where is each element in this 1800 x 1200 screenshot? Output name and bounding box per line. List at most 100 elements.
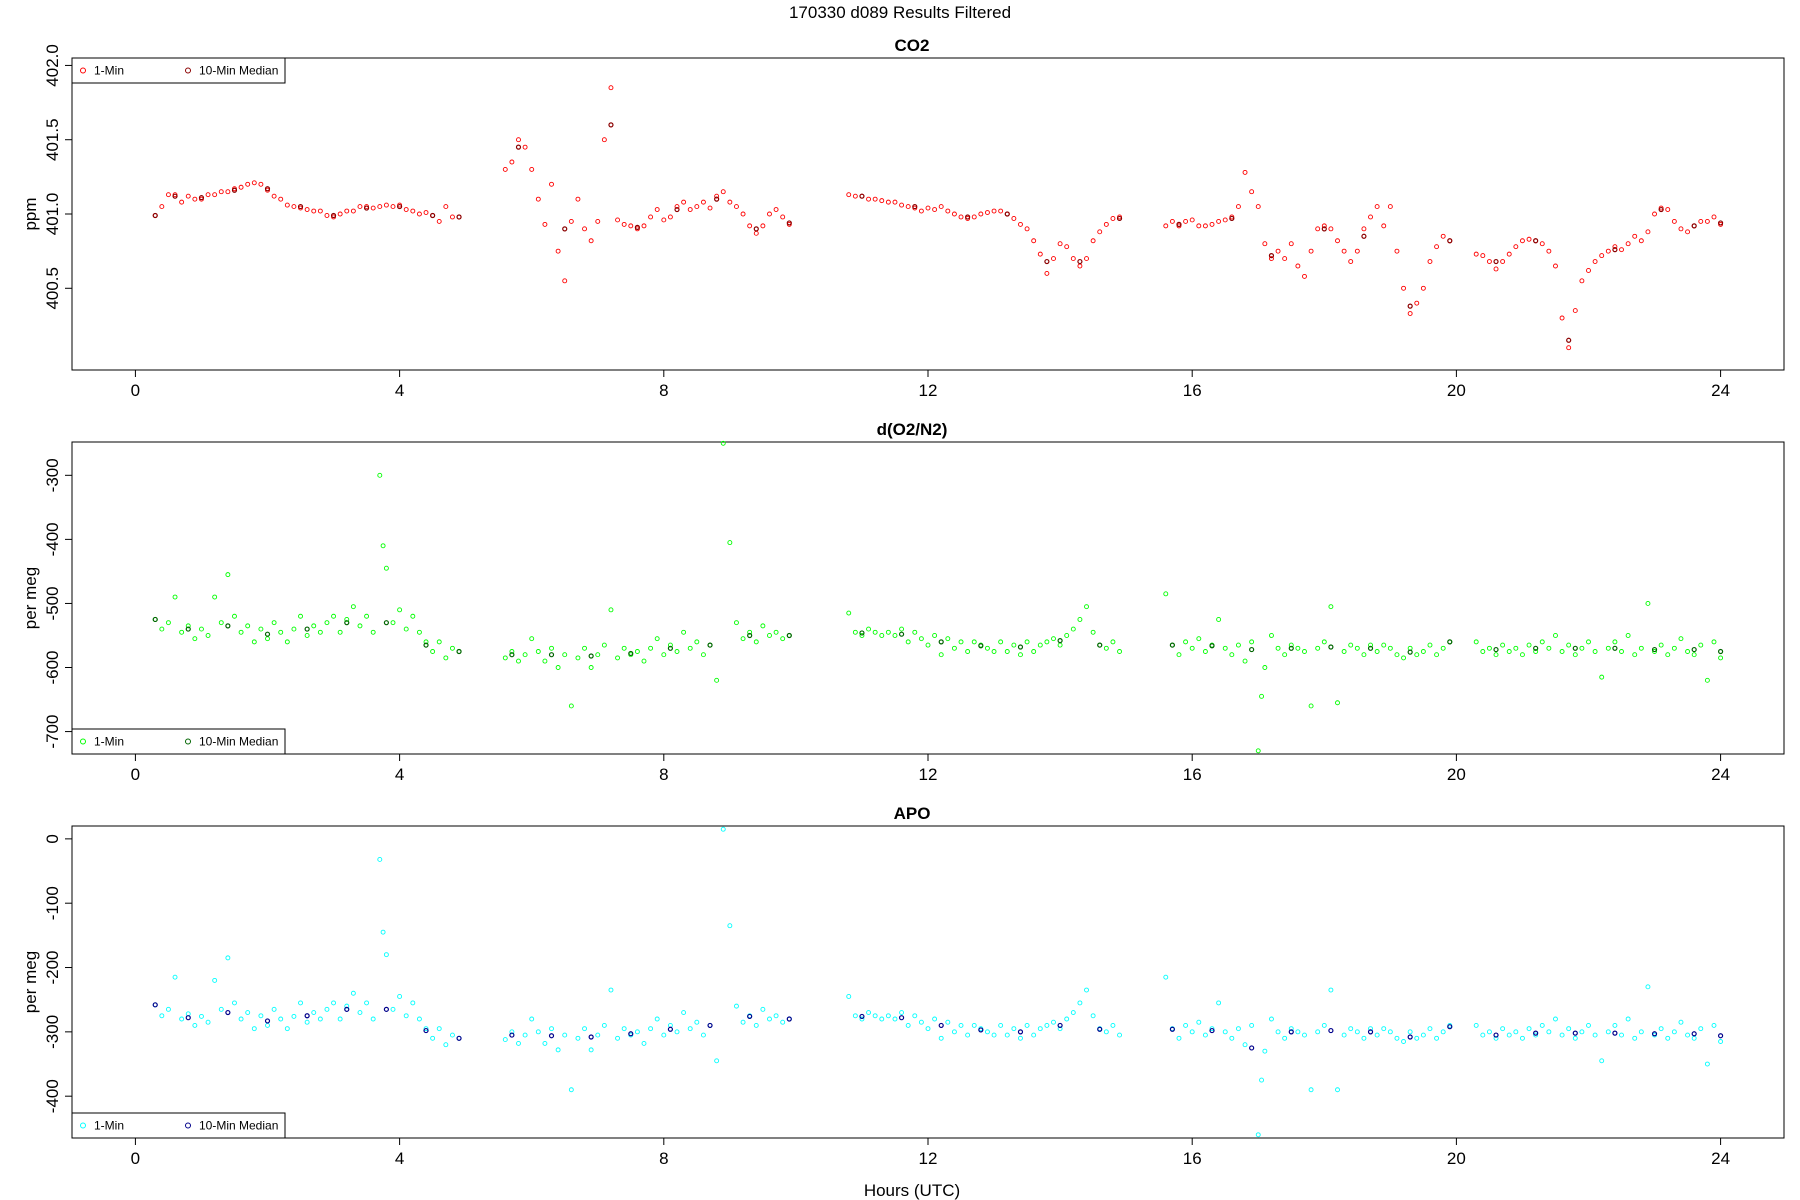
data-point-1min: [311, 1010, 317, 1016]
data-point-1min: [621, 645, 627, 651]
data-point-1min: [582, 1026, 587, 1032]
data-point-1min: [885, 1013, 891, 1019]
data-point-1min: [1394, 1035, 1400, 1041]
data-point-median: [1572, 645, 1578, 651]
data-point-1min: [344, 208, 350, 214]
x-tick-label: 8: [659, 765, 668, 784]
data-point-1min: [529, 1016, 535, 1022]
data-point-1min: [1427, 259, 1433, 264]
data-point-1min: [1057, 241, 1063, 247]
data-point-1min: [430, 1035, 436, 1041]
data-point-1min: [522, 652, 528, 658]
data-point-1min: [1183, 1022, 1189, 1028]
data-point-1min: [410, 613, 416, 619]
data-point-1min: [1414, 300, 1420, 306]
data-point-1min: [423, 210, 429, 215]
data-point-1min: [380, 543, 386, 549]
data-point-1min: [1407, 1029, 1413, 1035]
data-point-median: [1493, 258, 1499, 265]
data-point-1min: [1599, 253, 1605, 259]
data-point-1min: [1533, 649, 1539, 654]
data-point-median: [1407, 649, 1413, 655]
data-point-median: [1533, 1030, 1539, 1036]
data-point-1min: [324, 213, 330, 218]
data-point-1min: [1434, 244, 1440, 250]
data-point-1min: [1044, 1022, 1050, 1028]
data-point-1min: [661, 652, 667, 658]
y-axis-title: per meg: [21, 951, 40, 1013]
x-tick-label: 4: [395, 381, 404, 400]
data-point-median: [1533, 645, 1539, 651]
data-point-1min: [1566, 642, 1572, 648]
x-tick-label: 16: [1183, 381, 1202, 400]
data-point-1min: [516, 1040, 521, 1046]
data-point-1min: [1526, 642, 1532, 648]
data-point-1min: [535, 1029, 541, 1035]
data-point-1min: [621, 221, 627, 227]
data-point-1min: [767, 633, 772, 638]
data-point-1min: [767, 1016, 772, 1022]
data-point-median: [1229, 215, 1235, 222]
data-point-1min: [1559, 315, 1565, 321]
data-point-1min: [159, 204, 165, 210]
data-point-1min: [1387, 645, 1393, 651]
data-point-1min: [159, 1013, 165, 1019]
data-point-median: [152, 212, 158, 219]
data-point-1min: [1625, 1016, 1631, 1022]
data-point-median: [1407, 1034, 1413, 1040]
data-point-1min: [1070, 256, 1076, 262]
data-point-1min: [1196, 1019, 1202, 1025]
data-point-1min: [383, 202, 389, 208]
data-point-1min: [866, 1010, 872, 1016]
data-point-1min: [172, 594, 178, 600]
data-point-1min: [1553, 263, 1558, 269]
data-point-median: [1447, 238, 1453, 244]
data-point-1min: [1302, 649, 1307, 654]
data-point-1min: [885, 629, 891, 635]
data-point-1min: [1572, 308, 1578, 314]
data-point-1min: [562, 652, 568, 658]
data-point-1min: [674, 204, 680, 210]
data-point-median: [667, 645, 674, 651]
data-point-median: [330, 212, 337, 219]
data-point-1min: [971, 639, 977, 645]
data-point-1min: [1163, 591, 1169, 597]
data-point-1min: [1196, 636, 1202, 642]
data-point-1min: [601, 137, 607, 143]
data-point-1min: [225, 572, 231, 578]
data-point-1min: [1586, 1022, 1591, 1028]
data-point-1min: [1011, 216, 1017, 221]
data-point-median: [456, 648, 462, 655]
data-point-1min: [205, 192, 211, 198]
data-point-1min: [436, 1026, 442, 1032]
data-point-median: [978, 643, 984, 649]
data-point-median: [753, 226, 759, 232]
data-point-median: [185, 626, 191, 632]
data-point-median: [225, 623, 231, 629]
data-point-median: [747, 632, 753, 639]
data-point-1min: [522, 1032, 528, 1038]
data-point-median: [456, 1035, 462, 1041]
y-tick-label: -100: [43, 886, 62, 920]
data-point-1min: [1691, 652, 1697, 658]
data-point-1min: [232, 1000, 237, 1006]
data-point-1min: [1024, 639, 1030, 645]
data-point-1min: [403, 207, 409, 212]
data-point-median: [1651, 1031, 1658, 1037]
legend-box: [71, 1112, 286, 1139]
data-point-1min: [1070, 626, 1076, 632]
y-tick-label: -300: [43, 458, 62, 492]
data-point-1min: [1176, 1035, 1182, 1041]
data-point-1min: [1592, 649, 1598, 654]
data-point-1min: [1328, 987, 1334, 993]
data-point-1min: [866, 196, 872, 202]
data-point-median: [1717, 1033, 1724, 1039]
data-point-median: [1612, 1030, 1618, 1036]
data-point-1min: [1539, 241, 1545, 247]
data-point-1min: [535, 196, 541, 202]
y-tick-label: -300: [43, 1015, 62, 1049]
x-tick-label: 24: [1711, 381, 1730, 400]
legend-box: [71, 728, 286, 755]
data-point-1min: [1235, 1026, 1241, 1032]
